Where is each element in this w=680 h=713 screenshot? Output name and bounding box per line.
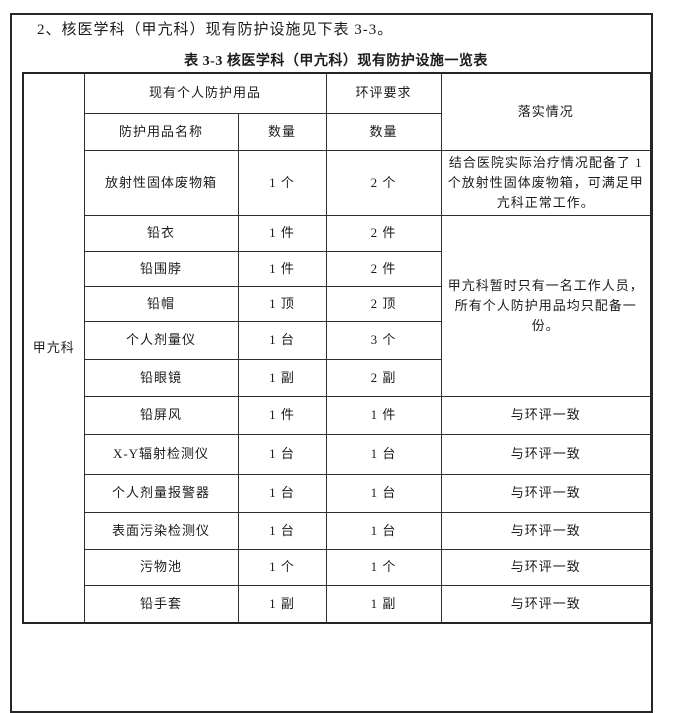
header-quantity: 数量 (237, 112, 327, 151)
quantity-cell: 1 件 (237, 214, 327, 252)
item-name-cell: 污物池 (83, 548, 239, 586)
item-name-cell: 铅眼镜 (83, 358, 239, 397)
table-row: X-Y辐射检测仪 1 台 1 台 与环评一致 (23, 433, 652, 475)
header-existing-ppe: 现有个人防护用品 (83, 72, 327, 114)
env-quantity-cell: 2 件 (325, 250, 442, 287)
protection-table: 甲亢科 现有个人防护用品 环评要求 落实情况 防护用品名称 数量 数量 放射性固… (22, 72, 653, 624)
remark-cell: 与环评一致 (440, 511, 652, 550)
header-item-name: 防护用品名称 (83, 112, 239, 151)
item-name-cell: 个人剂量报警器 (83, 473, 239, 513)
remark-cell: 与环评一致 (440, 548, 652, 586)
item-name-cell: 铅屏风 (83, 395, 239, 435)
env-quantity-cell: 2 件 (325, 214, 442, 252)
table-row: 铅眼镜 1 副 2 副 (23, 358, 651, 397)
quantity-cell: 1 件 (237, 250, 327, 287)
item-name-cell: 个人剂量仪 (83, 320, 239, 360)
table-title: 表 3-3 核医学科（甲亢科）现有防护设施一览表 (184, 54, 488, 69)
quantity-cell: 1 副 (237, 584, 327, 624)
quantity-cell: 1 台 (237, 473, 327, 513)
quantity-cell: 1 件 (237, 395, 327, 435)
section-heading: 2、核医学科（甲亢科）现有防护设施见下表 3-3。 (37, 22, 394, 38)
remark-cell: 结合医院实际治疗情况配备了 1 个放射性固体废物箱，可满足甲亢科正常工作。 (440, 149, 652, 216)
env-quantity-cell: 1 个 (325, 548, 442, 586)
header-env-quantity: 数量 (325, 112, 442, 151)
quantity-cell: 1 个 (237, 548, 327, 586)
item-name-cell: 表面污染检测仪 (83, 511, 239, 550)
item-name-cell: 放射性固体废物箱 (83, 149, 239, 216)
quantity-cell: 1 副 (237, 358, 327, 397)
table-row: 放射性固体废物箱 1 个 2 个 结合医院实际治疗情况配备了 1 个放射性固体废… (23, 149, 652, 216)
remark-cell: 与环评一致 (440, 473, 652, 513)
table-row: 铅帽 1 顶 2 顶 (23, 285, 651, 322)
env-quantity-cell: 1 件 (325, 395, 442, 435)
item-name-cell: X-Y辐射检测仪 (83, 433, 239, 475)
table-row: 铅屏风 1 件 1 件 与环评一致 (23, 395, 652, 435)
header-implementation: 落实情况 (440, 72, 652, 151)
env-quantity-cell: 1 台 (325, 511, 442, 550)
department-cell: 甲亢科 (22, 72, 85, 624)
quantity-cell: 1 顶 (237, 285, 327, 322)
table-row: 表面污染检测仪 1 台 1 台 与环评一致 (23, 511, 652, 550)
quantity-cell: 1 台 (237, 320, 327, 360)
item-name-cell: 铅手套 (83, 584, 239, 624)
item-name-cell: 铅衣 (83, 214, 239, 252)
item-name-cell: 铅围脖 (83, 250, 239, 287)
quantity-cell: 1 台 (237, 511, 327, 550)
table-row: 污物池 1 个 1 个 与环评一致 (23, 548, 652, 586)
table-row: 铅衣 1 件 2 件 甲亢科暂时只有一名工作人员，所有个人防护用品均只配备一份。 (23, 214, 652, 397)
quantity-cell: 1 台 (237, 433, 327, 475)
env-quantity-cell: 2 副 (325, 358, 442, 397)
header-row-2: 防护用品名称 数量 数量 (23, 112, 651, 151)
table-row: 铅手套 1 副 1 副 与环评一致 (23, 584, 652, 624)
env-quantity-cell: 2 顶 (325, 285, 442, 322)
header-row-1: 甲亢科 现有个人防护用品 环评要求 落实情况 (22, 72, 652, 624)
table-row: 铅围脖 1 件 2 件 (23, 250, 651, 287)
env-quantity-cell: 1 台 (325, 473, 442, 513)
env-quantity-cell: 3 个 (325, 320, 442, 360)
header-env-requirement: 环评要求 (325, 72, 442, 114)
env-quantity-cell: 2 个 (325, 149, 442, 216)
remark-cell: 与环评一致 (440, 433, 652, 475)
item-name-cell: 铅帽 (83, 285, 239, 322)
quantity-cell: 1 个 (237, 149, 327, 216)
table-row: 个人剂量仪 1 台 3 个 (23, 320, 651, 360)
remark-cell: 与环评一致 (440, 584, 652, 624)
remark-cell: 与环评一致 (440, 395, 652, 435)
env-quantity-cell: 1 副 (325, 584, 442, 624)
table-row: 个人剂量报警器 1 台 1 台 与环评一致 (23, 473, 652, 513)
remark-cell: 甲亢科暂时只有一名工作人员，所有个人防护用品均只配备一份。 (440, 214, 652, 397)
env-quantity-cell: 1 台 (325, 433, 442, 475)
